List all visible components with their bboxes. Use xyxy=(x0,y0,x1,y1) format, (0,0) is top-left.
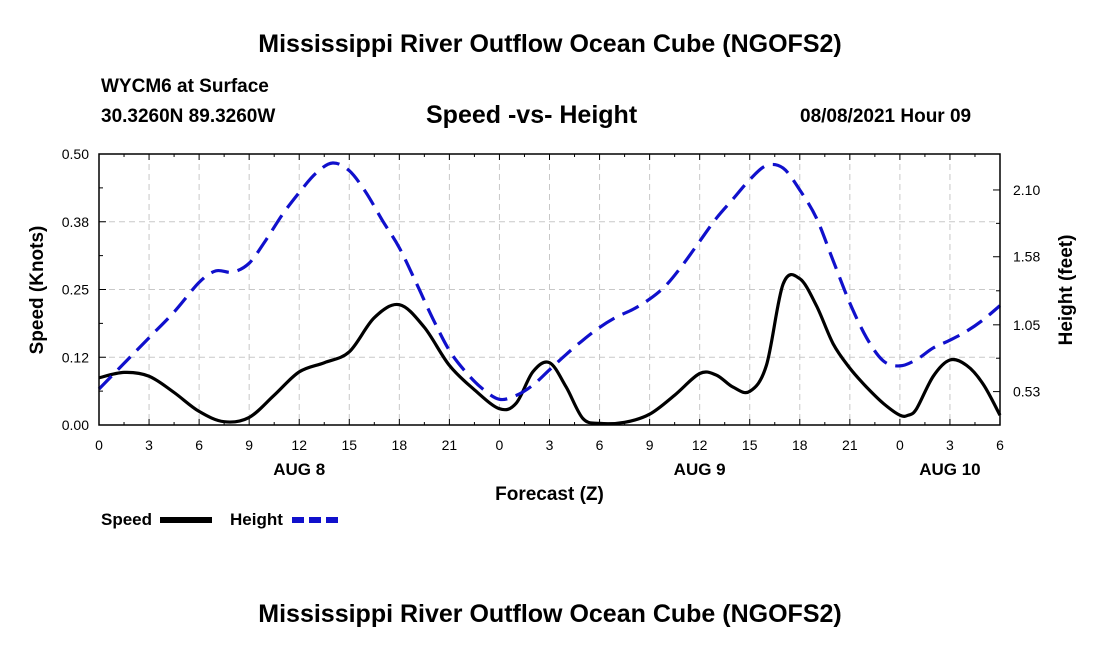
x-tick-label: 6 xyxy=(195,437,203,453)
legend-label-height: Height xyxy=(230,510,283,529)
x-tick-label: 18 xyxy=(392,437,408,453)
x-tick-label: 15 xyxy=(742,437,758,453)
x-tick-label: 3 xyxy=(946,437,954,453)
speed-height-chart: 0 3 6 9 12 15 18 21 0 3 6 9 12 15 18 21 0 3 6 0.00 0.12 0.25 0… xyxy=(27,146,1077,529)
y-axis-left-label: Speed (Knots) xyxy=(27,226,48,355)
x-tick-label: 3 xyxy=(546,437,554,453)
date-label: AUG 10 xyxy=(919,460,980,479)
x-tick-label: 21 xyxy=(842,437,858,453)
y-axis-right-label: Height (feet) xyxy=(1056,235,1077,346)
x-tick-label: 21 xyxy=(442,437,458,453)
x-tick-label: 15 xyxy=(341,437,357,453)
y-left-tick-label: 0.38 xyxy=(62,214,89,230)
x-tick-label: 3 xyxy=(145,437,153,453)
date-label: AUG 9 xyxy=(674,460,726,479)
axes: 0 3 6 9 12 15 18 21 0 3 6 9 12 15 18 21 0 3 6 0.00 0.12 0.25 0… xyxy=(62,146,1041,479)
date-label: AUG 8 xyxy=(273,460,325,479)
x-tick-label: 12 xyxy=(291,437,307,453)
y-right-tick-label: 1.05 xyxy=(1013,317,1040,333)
y-left-tick-label: 0.50 xyxy=(62,146,89,162)
y-right-tick-label: 2.10 xyxy=(1013,182,1040,198)
x-axis-label: Forecast (Z) xyxy=(495,484,604,505)
speed-series-line xyxy=(98,273,1002,426)
y-left-tick-label: 0.12 xyxy=(62,349,89,365)
x-tick-label: 6 xyxy=(596,437,604,453)
station-label: WYCM6 at Surface xyxy=(101,76,269,97)
x-tick-label: 9 xyxy=(646,437,654,453)
grid xyxy=(99,154,1000,425)
series-layer xyxy=(97,161,1002,426)
x-tick-label: 12 xyxy=(692,437,708,453)
chart-title: Speed -vs- Height xyxy=(426,101,638,129)
y-left-tick-label: 0.25 xyxy=(62,282,89,298)
x-tick-label: 9 xyxy=(245,437,253,453)
x-tick-label: 0 xyxy=(95,437,103,453)
page-title: Mississippi River Outflow Ocean Cube (NG… xyxy=(258,30,842,58)
x-tick-label: 0 xyxy=(496,437,504,453)
y-right-tick-label: 1.58 xyxy=(1013,249,1040,265)
x-tick-label: 6 xyxy=(996,437,1004,453)
legend-label-speed: Speed xyxy=(101,510,152,529)
legend: Speed Height xyxy=(101,510,343,529)
footer-title: Mississippi River Outflow Ocean Cube (NG… xyxy=(258,600,842,628)
x-tick-label: 18 xyxy=(792,437,808,453)
x-tick-label: 0 xyxy=(896,437,904,453)
y-right-tick-label: 0.53 xyxy=(1013,384,1040,400)
y-left-tick-label: 0.00 xyxy=(62,417,89,433)
station-coordinates: 30.3260N 89.3260W xyxy=(101,106,276,127)
forecast-datetime: 08/08/2021 Hour 09 xyxy=(800,106,972,127)
height-series-line xyxy=(97,161,1002,402)
